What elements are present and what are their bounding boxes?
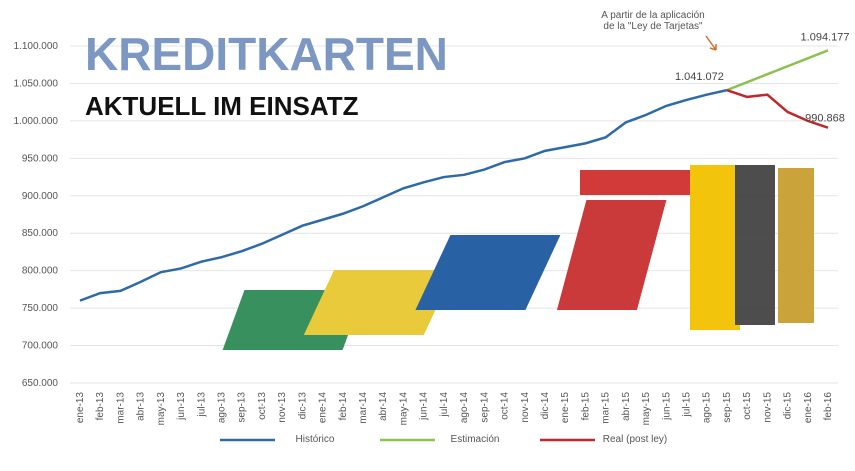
x-tick-label: jun-13 bbox=[176, 392, 187, 421]
x-tick-label: ago-15 bbox=[702, 392, 713, 424]
x-tick-label: oct-15 bbox=[742, 392, 753, 420]
line bbox=[726, 88, 829, 129]
x-tick-label: abr-13 bbox=[136, 392, 147, 421]
annotation-arrow bbox=[705, 35, 717, 51]
x-tick-label: jun-15 bbox=[661, 392, 672, 421]
x-tick-label: oct-13 bbox=[257, 392, 268, 420]
data-label: 1.041.072 bbox=[675, 71, 724, 83]
y-tick-label: 900.000 bbox=[22, 191, 59, 202]
x-tick-label: abr-15 bbox=[621, 392, 632, 421]
x-tick-label: dic-13 bbox=[297, 392, 308, 420]
card-decoration bbox=[222, 165, 814, 350]
chart-title: KREDITKARTEN bbox=[85, 28, 448, 80]
y-tick-label: 1.050.000 bbox=[14, 78, 59, 89]
y-tick-label: 650.000 bbox=[22, 378, 59, 389]
x-tick-label: ago-14 bbox=[459, 392, 470, 424]
x-tick-label: feb-14 bbox=[338, 392, 349, 421]
x-tick-label: feb-15 bbox=[580, 392, 591, 421]
y-tick-label: 950.000 bbox=[22, 153, 59, 164]
x-tick-label: mar-13 bbox=[115, 392, 126, 424]
x-tick-label: sep-15 bbox=[722, 392, 733, 423]
y-tick-label: 1.000.000 bbox=[14, 116, 59, 127]
x-tick-label: nov-14 bbox=[520, 392, 531, 423]
annotation: A partir de la aplicación de la "Ley de … bbox=[601, 10, 705, 32]
x-tick-label: may-14 bbox=[398, 392, 409, 426]
data-label: 1.094.177 bbox=[801, 31, 850, 43]
x-tick-label: dic-14 bbox=[540, 392, 551, 420]
x-tick-label: dic-15 bbox=[783, 392, 794, 420]
x-tick-label: jun-14 bbox=[419, 392, 430, 421]
x-tick-label: jul-13 bbox=[196, 392, 207, 418]
x-tick-label: oct-14 bbox=[500, 392, 511, 420]
y-tick-label: 700.000 bbox=[22, 341, 59, 352]
x-tick-label: feb-13 bbox=[95, 392, 106, 421]
x-tick-label: sep-13 bbox=[237, 392, 248, 423]
legend-label: Real (post ley) bbox=[602, 434, 668, 445]
y-tick-label: 850.000 bbox=[22, 228, 59, 239]
x-tick-label: ene-16 bbox=[803, 392, 814, 424]
line bbox=[79, 88, 728, 302]
x-tick-label: mar-14 bbox=[358, 392, 369, 424]
x-tick-label: ene-15 bbox=[560, 392, 571, 424]
chart-subtitle: AKTUELL IM EINSATZ bbox=[85, 91, 359, 121]
x-tick-label: ene-14 bbox=[318, 392, 329, 424]
x-tick-label: feb-16 bbox=[823, 392, 834, 421]
legend-label: Histórico bbox=[295, 434, 335, 445]
x-tick-label: jul-15 bbox=[681, 392, 692, 418]
x-tick-label: nov-15 bbox=[762, 392, 773, 423]
x-tick-label: jul-14 bbox=[439, 392, 450, 418]
legend-label: Estimación bbox=[450, 434, 500, 445]
line bbox=[726, 49, 829, 92]
x-tick-label: ene-13 bbox=[75, 392, 86, 424]
y-tick-label: 1.100.000 bbox=[14, 41, 59, 52]
y-tick-label: 750.000 bbox=[22, 303, 59, 314]
y-tick-label: 800.000 bbox=[22, 266, 59, 277]
x-tick-label: mar-15 bbox=[601, 392, 612, 424]
x-tick-label: abr-14 bbox=[378, 392, 389, 421]
x-tick-label: may-13 bbox=[156, 392, 167, 426]
x-tick-label: may-15 bbox=[641, 392, 652, 426]
x-tick-label: sep-14 bbox=[479, 392, 490, 423]
x-tick-label: ago-13 bbox=[217, 392, 228, 424]
data-label: 990.868 bbox=[805, 113, 845, 125]
x-tick-label: nov-13 bbox=[277, 392, 288, 423]
